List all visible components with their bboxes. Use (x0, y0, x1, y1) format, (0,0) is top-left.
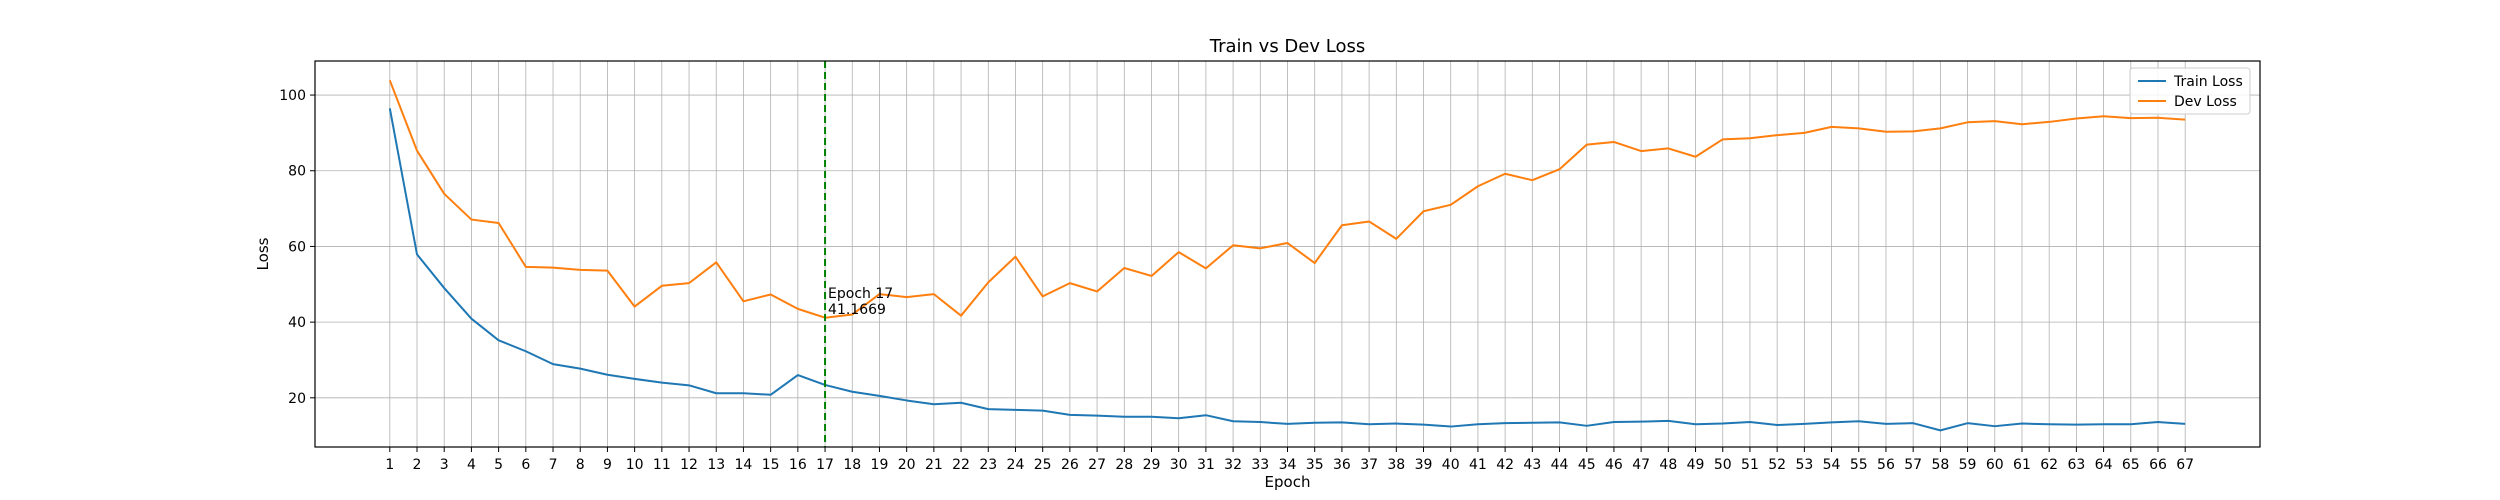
x-tick-label: 51 (1741, 457, 1759, 473)
x-tick-label: 60 (1986, 457, 2004, 473)
x-tick-label: 16 (789, 457, 807, 473)
y-tick-label: 20 (288, 391, 306, 407)
x-tick-label: 58 (1931, 457, 1949, 473)
x-tick-label: 40 (1442, 457, 1460, 473)
x-tick-label: 48 (1659, 457, 1677, 473)
x-tick-label: 3 (440, 457, 449, 473)
x-tick-label: 23 (979, 457, 997, 473)
x-tick-label: 66 (2149, 457, 2167, 473)
x-tick-label: 27 (1088, 457, 1106, 473)
x-tick-label: 42 (1496, 457, 1514, 473)
legend: Train Loss Dev Loss (2129, 67, 2251, 115)
x-tick-label: 7 (549, 457, 558, 473)
x-tick-label: 29 (1143, 457, 1161, 473)
legend-entry: Dev Loss (2174, 94, 2237, 110)
x-tick-label: 37 (1360, 457, 1378, 473)
legend-box (2129, 67, 2251, 115)
grid (315, 61, 2260, 447)
y-tick-label: 60 (288, 239, 306, 255)
y-axis-ticks: 20 40 60 80 100 (279, 88, 315, 407)
x-tick-label: 38 (1387, 457, 1405, 473)
x-tick-label: 63 (2067, 457, 2085, 473)
x-tick-label: 2 (413, 457, 422, 473)
x-tick-label: 21 (925, 457, 943, 473)
x-tick-label: 34 (1279, 457, 1297, 473)
annotation-epoch: Epoch 17 (828, 286, 893, 302)
x-tick-label: 11 (653, 457, 671, 473)
legend-entry: Train Loss (2173, 74, 2243, 90)
y-tick-label: 80 (288, 164, 306, 180)
x-tick-label: 30 (1170, 457, 1188, 473)
x-tick-label: 25 (1034, 457, 1052, 473)
x-tick-label: 24 (1007, 457, 1025, 473)
x-tick-label: 61 (2013, 457, 2031, 473)
x-tick-label: 15 (762, 457, 780, 473)
x-tick-label: 1 (385, 457, 394, 473)
x-tick-label: 17 (816, 457, 834, 473)
y-tick-label: 100 (279, 88, 306, 104)
x-tick-label: 32 (1224, 457, 1242, 473)
x-tick-label: 53 (1795, 457, 1813, 473)
x-tick-label: 54 (1823, 457, 1841, 473)
x-axis-ticks: 1 2 3 4 5 6 7 8 9 10 11 12 13 14 15 16 17 18 19 20 21 22 23 24 2… (385, 447, 2194, 473)
x-tick-label: 14 (735, 457, 753, 473)
x-tick-label: 28 (1115, 457, 1133, 473)
x-tick-label: 46 (1605, 457, 1623, 473)
x-tick-label: 50 (1714, 457, 1732, 473)
x-tick-label: 49 (1687, 457, 1705, 473)
series-layer (388, 79, 2186, 432)
series-line-dev-loss (388, 79, 2186, 319)
chart-title: Train vs Dev Loss (1209, 36, 1365, 57)
x-tick-label: 62 (2040, 457, 2058, 473)
x-tick-label: 18 (843, 457, 861, 473)
x-tick-label: 41 (1469, 457, 1487, 473)
x-tick-label: 43 (1523, 457, 1541, 473)
series-line-train-loss (388, 108, 2186, 432)
x-tick-label: 45 (1578, 457, 1596, 473)
x-tick-label: 13 (707, 457, 725, 473)
x-tick-label: 31 (1197, 457, 1215, 473)
x-tick-label: 6 (521, 457, 530, 473)
x-tick-label: 39 (1415, 457, 1433, 473)
x-tick-label: 12 (680, 457, 698, 473)
x-tick-label: 8 (576, 457, 585, 473)
x-tick-label: 35 (1306, 457, 1324, 473)
x-tick-label: 65 (2122, 457, 2140, 473)
x-tick-label: 9 (603, 457, 612, 473)
x-tick-label: 22 (952, 457, 970, 473)
x-tick-label: 5 (494, 457, 503, 473)
y-axis-label: Loss (254, 237, 272, 270)
x-tick-label: 55 (1850, 457, 1868, 473)
annotation-value: 41.1669 (828, 302, 886, 318)
x-tick-label: 19 (871, 457, 889, 473)
x-tick-label: 20 (898, 457, 916, 473)
x-tick-label: 47 (1632, 457, 1650, 473)
x-tick-label: 64 (2095, 457, 2113, 473)
x-tick-label: 44 (1551, 457, 1569, 473)
x-tick-label: 10 (626, 457, 644, 473)
x-axis-label: Epoch (1265, 473, 1311, 491)
x-tick-label: 67 (2176, 457, 2194, 473)
x-tick-label: 57 (1904, 457, 1922, 473)
x-tick-label: 36 (1333, 457, 1351, 473)
x-tick-label: 52 (1768, 457, 1786, 473)
y-tick-label: 40 (288, 315, 306, 331)
x-tick-label: 59 (1959, 457, 1977, 473)
x-tick-label: 33 (1251, 457, 1269, 473)
x-tick-label: 56 (1877, 457, 1895, 473)
x-tick-label: 26 (1061, 457, 1079, 473)
x-tick-label: 4 (467, 457, 476, 473)
